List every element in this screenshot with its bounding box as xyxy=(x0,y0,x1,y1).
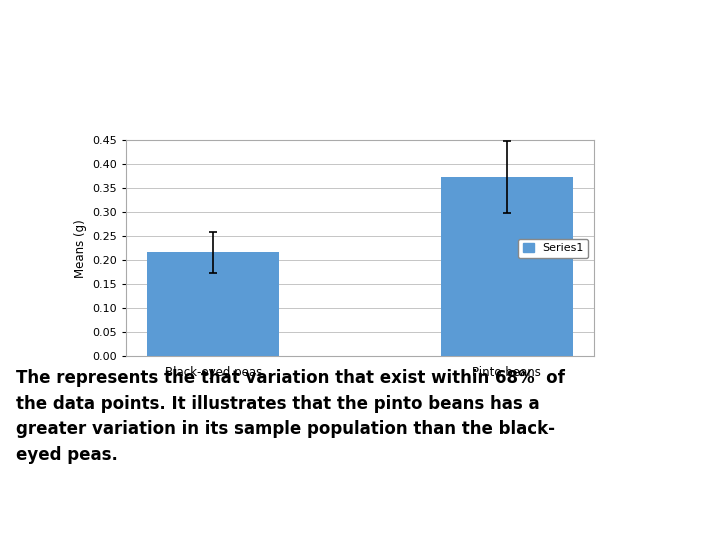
Text: Bar Graph with Illustrating the Means and: Bar Graph with Illustrating the Means an… xyxy=(46,26,674,53)
Legend: Series1: Series1 xyxy=(518,239,588,258)
Bar xyxy=(148,252,279,356)
Y-axis label: Means (g): Means (g) xyxy=(73,219,86,278)
Text: The represents the that variation that exist within 68%  of
the data points. It : The represents the that variation that e… xyxy=(16,369,564,464)
Bar xyxy=(441,177,572,356)
Text: ±1 s: ±1 s xyxy=(328,90,392,116)
